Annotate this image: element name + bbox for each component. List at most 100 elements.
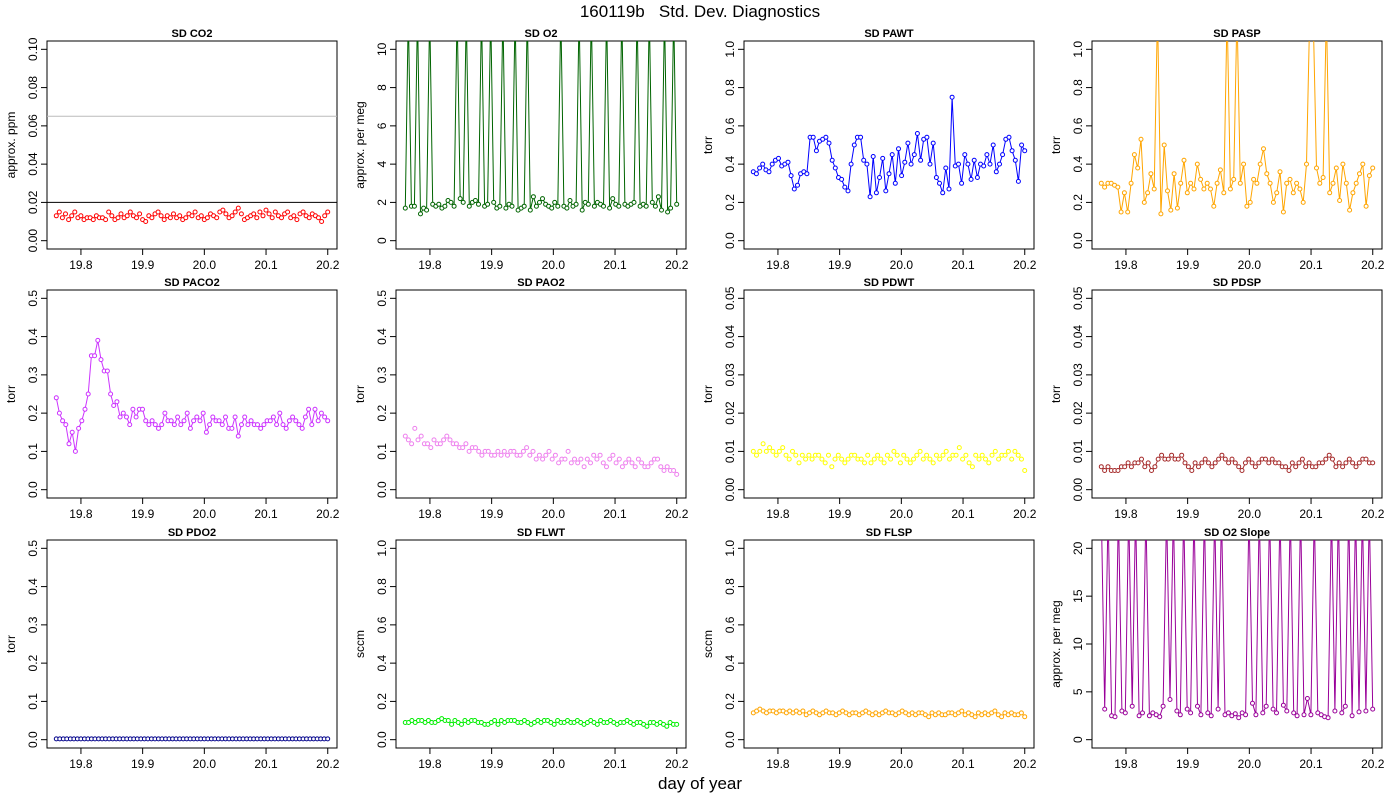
plot-frame bbox=[46, 40, 338, 250]
y-tick-label: 0.6 bbox=[1071, 117, 1085, 134]
data-point bbox=[412, 425, 418, 431]
x-tick-label: 20.1 bbox=[951, 507, 975, 521]
data-series bbox=[1098, 41, 1376, 217]
data-point bbox=[232, 209, 238, 215]
y-tick-label: 0.0 bbox=[26, 731, 40, 748]
data-point bbox=[1343, 460, 1349, 466]
data-point bbox=[1102, 184, 1108, 190]
data-point bbox=[990, 142, 996, 148]
y-tick-label: 0.10 bbox=[26, 37, 40, 61]
data-point bbox=[72, 448, 78, 454]
data-point bbox=[1327, 190, 1333, 196]
data-point bbox=[880, 155, 886, 161]
data-point bbox=[966, 460, 972, 466]
data-point bbox=[192, 209, 198, 215]
x-tick-label: 20.0 bbox=[1238, 507, 1262, 521]
data-point bbox=[639, 460, 645, 466]
data-point bbox=[476, 448, 482, 454]
data-series bbox=[53, 736, 331, 742]
y-axis-label: sccm bbox=[353, 630, 367, 658]
data-point bbox=[750, 448, 756, 454]
data-point bbox=[59, 215, 65, 221]
data-point bbox=[1339, 710, 1345, 716]
y-tick-label: 0.05 bbox=[723, 286, 737, 310]
data-point bbox=[1145, 460, 1151, 466]
data-point bbox=[1320, 175, 1326, 180]
x-tick-label: 20.0 bbox=[1238, 757, 1262, 771]
data-series bbox=[53, 337, 331, 454]
data-point bbox=[1206, 460, 1211, 466]
data-point bbox=[780, 445, 786, 451]
data-point bbox=[318, 410, 324, 416]
data-point bbox=[963, 452, 969, 458]
data-point bbox=[791, 186, 797, 192]
x-tick-label: 20.1 bbox=[1299, 258, 1323, 272]
y-tick-label: 0.0 bbox=[1071, 232, 1085, 249]
data-point bbox=[1165, 188, 1170, 194]
data-point bbox=[1118, 209, 1124, 215]
data-point bbox=[229, 213, 235, 219]
data-point bbox=[521, 203, 527, 209]
y-axis-label: approx. ppm bbox=[4, 112, 18, 179]
y-tick-label: 0 bbox=[375, 237, 389, 244]
data-point bbox=[1304, 161, 1309, 167]
data-point bbox=[862, 460, 867, 466]
data-point bbox=[962, 152, 968, 158]
data-point bbox=[109, 213, 115, 219]
y-tick-label: 0.00 bbox=[1071, 478, 1085, 502]
data-point bbox=[1129, 703, 1135, 709]
y-tick-label: 0.3 bbox=[26, 366, 40, 383]
y-tick-label: 0.2 bbox=[723, 194, 737, 211]
data-point bbox=[1336, 460, 1342, 466]
data-point bbox=[770, 448, 776, 454]
panel-title: SD PAWT bbox=[864, 28, 914, 40]
data-point bbox=[1098, 180, 1104, 186]
x-tick-label: 20.1 bbox=[254, 507, 278, 521]
data-point bbox=[124, 213, 130, 219]
data-point bbox=[533, 456, 539, 462]
data-point bbox=[1333, 464, 1339, 470]
data-point bbox=[203, 429, 209, 435]
data-point bbox=[1161, 142, 1167, 148]
panel-title: SD PAO2 bbox=[517, 277, 564, 289]
data-point bbox=[1168, 207, 1174, 213]
data-point bbox=[918, 157, 924, 163]
data-series bbox=[402, 41, 680, 217]
data-point bbox=[325, 418, 331, 424]
data-point bbox=[491, 199, 497, 205]
data-point bbox=[552, 199, 558, 205]
data-point bbox=[1191, 186, 1197, 192]
x-tick-label: 19.9 bbox=[828, 258, 852, 272]
data-point bbox=[584, 456, 590, 462]
data-point bbox=[309, 422, 315, 428]
data-point bbox=[1340, 464, 1346, 470]
x-tick-label: 20.1 bbox=[254, 258, 278, 272]
data-point bbox=[564, 205, 570, 211]
y-tick-label: 1.0 bbox=[375, 540, 389, 557]
data-point bbox=[1301, 712, 1307, 718]
y-tick-label: 0.3 bbox=[375, 366, 389, 383]
data-series bbox=[53, 205, 331, 224]
data-point bbox=[82, 406, 88, 412]
data-series bbox=[1101, 540, 1376, 721]
x-tick-label: 20.0 bbox=[193, 757, 217, 771]
y-axis-label: sccm bbox=[701, 630, 715, 658]
data-point bbox=[1128, 464, 1134, 470]
data-point bbox=[460, 199, 466, 205]
data-point bbox=[402, 433, 408, 439]
x-tick-label: 19.8 bbox=[418, 507, 442, 521]
data-point bbox=[501, 448, 507, 454]
data-point bbox=[884, 452, 890, 458]
data-point bbox=[907, 460, 913, 466]
data-point bbox=[1221, 190, 1227, 196]
data-point bbox=[118, 211, 124, 217]
plot-frame bbox=[743, 40, 1035, 250]
x-tick-label: 20.0 bbox=[542, 757, 566, 771]
x-tick-label: 19.8 bbox=[1114, 757, 1138, 771]
data-point bbox=[655, 456, 661, 462]
x-tick-label: 20.0 bbox=[890, 757, 914, 771]
data-point bbox=[466, 203, 472, 209]
data-point bbox=[674, 721, 680, 727]
data-point bbox=[449, 721, 455, 727]
data-point bbox=[1325, 715, 1331, 721]
